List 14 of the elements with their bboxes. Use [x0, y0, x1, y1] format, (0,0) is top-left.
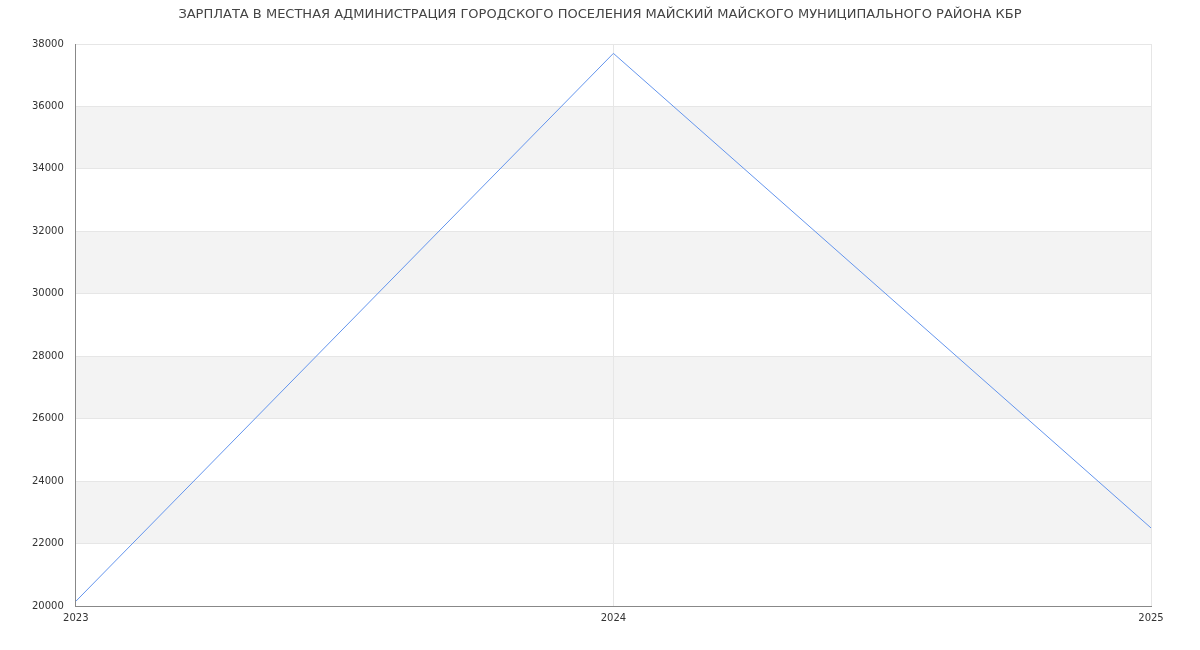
- x-tick-label: 2024: [600, 611, 627, 623]
- chart-title: ЗАРПЛАТА В МЕСТНАЯ АДМИНИСТРАЦИЯ ГОРОДСКОГО ПОСЕЛЕНИЯ МАЙСКИЙ МАЙСКОГО МУНИЦИПАЛЬНОГО РАЙОНА КБР: [177, 6, 1023, 21]
- y-tick-label: 24000: [32, 474, 64, 486]
- y-tick-label: 38000: [32, 37, 64, 49]
- y-tick-label: 22000: [32, 537, 64, 549]
- y-tick-label: 28000: [32, 349, 64, 361]
- x-tick-label: 2023: [63, 611, 89, 623]
- y-tick-label: 32000: [32, 224, 64, 236]
- y-tick-label: 30000: [32, 287, 64, 299]
- x-tick-label: 2025: [1138, 611, 1164, 623]
- y-tick-label: 20000: [32, 599, 64, 611]
- y-tick-label: 36000: [32, 100, 64, 112]
- y-tick-label: 34000: [32, 162, 64, 174]
- y-tick-label: 26000: [32, 412, 64, 424]
